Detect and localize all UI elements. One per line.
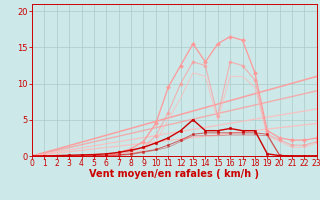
X-axis label: Vent moyen/en rafales ( km/h ): Vent moyen/en rafales ( km/h ) [89, 169, 260, 179]
